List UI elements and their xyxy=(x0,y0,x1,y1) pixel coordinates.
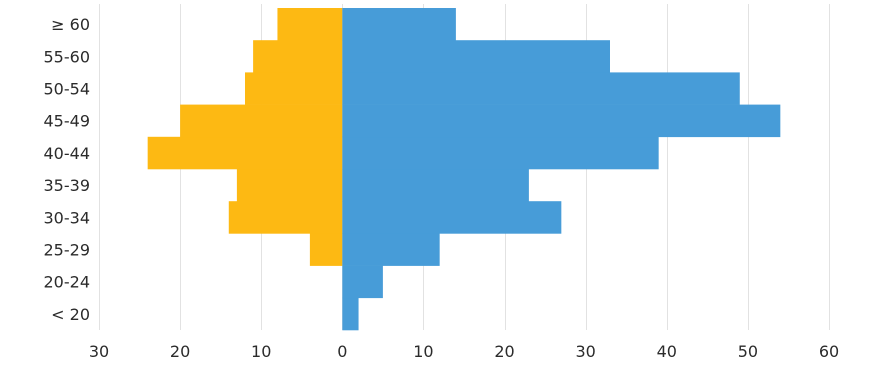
category-label-9: ≥ 60 xyxy=(51,15,90,34)
value-tick-label-9: 60 xyxy=(819,342,839,361)
category-label-7: 50-54 xyxy=(44,80,91,99)
category-label-3: 30-34 xyxy=(44,208,91,227)
bar-right-8 xyxy=(342,40,610,73)
value-tick-label-0: 30 xyxy=(89,342,109,361)
bar-left-9 xyxy=(277,8,343,41)
bar-right-7 xyxy=(342,72,740,105)
bar-left-2 xyxy=(309,233,343,266)
category-label-6: 45-49 xyxy=(44,112,91,131)
category-label-1: 20-24 xyxy=(44,273,91,292)
bars xyxy=(147,8,781,331)
value-tick-label-5: 20 xyxy=(494,342,514,361)
category-label-4: 35-39 xyxy=(44,176,91,195)
bar-left-3 xyxy=(228,201,343,234)
value-tick-label-2: 10 xyxy=(251,342,271,361)
bar-left-5 xyxy=(147,136,343,170)
value-tick-label-3: 0 xyxy=(337,342,347,361)
value-tick-label-1: 20 xyxy=(170,342,190,361)
bar-left-7 xyxy=(245,72,343,105)
value-axis: 30 20 10 0 10 20 30 40 50 60 xyxy=(89,342,839,361)
category-axis: < 20 20-24 25-29 30-34 35-39 40-44 45-49 50-54 5… xyxy=(44,15,91,324)
bar-right-9 xyxy=(342,8,456,41)
value-tick-label-7: 40 xyxy=(657,342,677,361)
bar-right-2 xyxy=(342,233,440,266)
bar-right-3 xyxy=(342,201,562,234)
bar-left-8 xyxy=(253,40,343,73)
bar-right-0 xyxy=(342,297,359,331)
category-label-8: 55-60 xyxy=(44,47,91,66)
value-tick-label-4: 10 xyxy=(413,342,433,361)
category-label-0: < 20 xyxy=(51,305,90,324)
bar-right-6 xyxy=(342,104,781,138)
category-label-2: 25-29 xyxy=(44,241,91,260)
value-tick-label-8: 50 xyxy=(738,342,758,361)
bar-right-5 xyxy=(342,136,659,170)
category-label-5: 40-44 xyxy=(44,144,91,163)
bar-right-4 xyxy=(342,169,529,202)
value-tick-label-6: 30 xyxy=(575,342,595,361)
bar-left-6 xyxy=(180,104,343,138)
bar-right-1 xyxy=(342,265,383,299)
bar-left-4 xyxy=(236,169,343,202)
